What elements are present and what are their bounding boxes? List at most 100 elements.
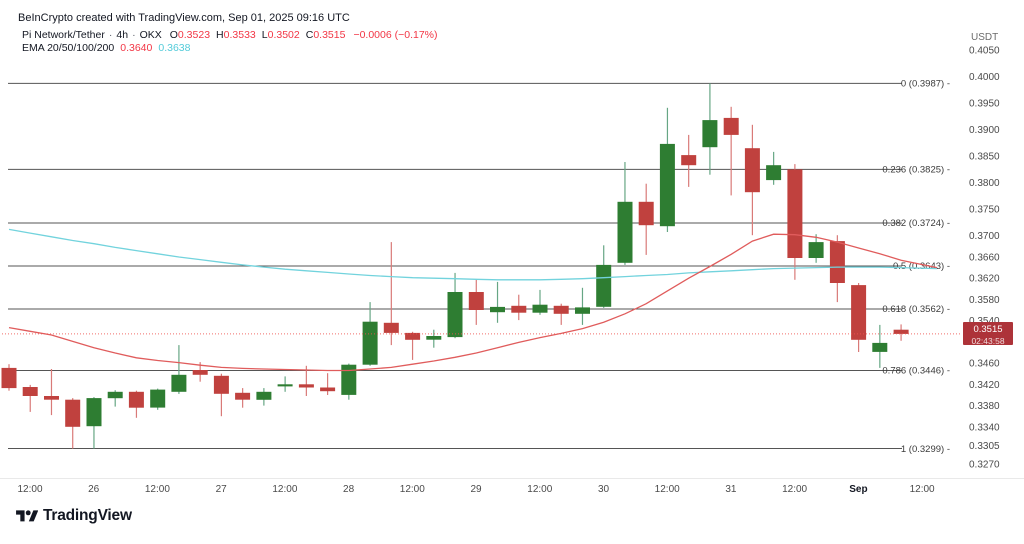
price-tick-label: 0.4050 xyxy=(969,46,1000,57)
price-tick-label: 0.3340 xyxy=(969,422,1000,433)
fib-label: 0.5 (0.3643) - xyxy=(893,261,950,272)
symbol-legend[interactable]: Pi Network/Tether · 4h · OKX O0.3523 H0.… xyxy=(22,29,438,41)
time-tick-label: 26 xyxy=(88,484,100,495)
watermark-text: BeInCrypto created with TradingView.com,… xyxy=(18,12,350,24)
candle-body xyxy=(277,384,293,387)
ema-line-red xyxy=(8,233,938,372)
price-tick-label: 0.3580 xyxy=(969,295,1000,306)
price-tick-label: 0.3750 xyxy=(969,205,1000,216)
candle-body xyxy=(723,117,739,135)
price-tick-label: 0.3700 xyxy=(969,231,1000,242)
time-tick-label: 29 xyxy=(470,484,482,495)
ema-indicator-legend[interactable]: EMA 20/50/100/200 0.3640 0.3638 xyxy=(22,42,191,54)
time-tick-label: 28 xyxy=(343,484,355,495)
price-axis[interactable]: 0.4050 0.4000 0.3950 0.3900 0.3850 0.3800 0.37… xyxy=(969,46,1000,471)
candle-body xyxy=(447,292,463,338)
candle-body xyxy=(405,332,421,340)
fib-retracement: 0 (0.3987) - 0.236 (0.3825) - 0.382 (0.372… xyxy=(8,79,950,455)
open-value: 0.3523 xyxy=(177,29,211,41)
fib-label: 0 (0.3987) - xyxy=(901,79,950,90)
candle-body xyxy=(575,307,590,314)
candle-body xyxy=(511,305,527,313)
close-value: 0.3515 xyxy=(313,29,346,41)
ohlc-readout: O0.3523 H0.3533 L0.3502 C0.3515 −0.0006 … xyxy=(170,29,438,41)
candle-body xyxy=(192,370,208,375)
candle-body xyxy=(171,374,187,392)
price-tick-label: 0.3305 xyxy=(969,441,1000,452)
candle-body xyxy=(298,384,314,388)
close-label: C xyxy=(305,29,314,41)
current-price-badge: 0.3515 02:43:58 xyxy=(963,322,1013,345)
candle-body xyxy=(44,396,59,400)
open-label: O xyxy=(169,29,178,41)
tradingview-attribution[interactable]: TradingView xyxy=(16,507,132,525)
candle-body xyxy=(86,398,102,427)
fib-label: 0.786 (0.3446) - xyxy=(882,366,950,377)
time-tick-label: 12:00 xyxy=(400,484,425,495)
candle-body xyxy=(213,375,229,394)
fib-label: 0.236 (0.3825) - xyxy=(882,165,950,176)
candle-body xyxy=(638,201,654,226)
symbol-name: Pi Network/Tether xyxy=(22,29,105,41)
price-tick-label: 0.3540 xyxy=(969,316,1000,327)
candle-body xyxy=(490,306,505,313)
ema-lines xyxy=(8,228,938,372)
exchange-label: OKX xyxy=(139,29,162,41)
candle-body xyxy=(1,367,17,389)
ema-value-cyan: 0.3638 xyxy=(158,42,191,54)
candle-body xyxy=(107,391,123,399)
time-tick-label: 12:00 xyxy=(527,484,552,495)
price-tick-label: 0.3900 xyxy=(969,125,1000,136)
ema-value-red: 0.3640 xyxy=(120,42,153,54)
fib-label: 0.382 (0.3724) - xyxy=(882,218,950,229)
fib-label: 0.618 (0.3562) - xyxy=(882,304,950,315)
time-tick-label: 12:00 xyxy=(272,484,297,495)
candle-body xyxy=(808,242,824,258)
time-tick-label: 27 xyxy=(216,484,228,495)
candle-countdown: 02:43:58 xyxy=(971,335,1005,346)
legend-separator: · xyxy=(108,29,113,41)
candle-body xyxy=(617,201,633,263)
candle-body xyxy=(426,336,442,340)
candle-body xyxy=(468,292,484,310)
candle-body xyxy=(256,391,272,400)
price-tick-label: 0.3420 xyxy=(969,380,1000,391)
time-tick-label: 30 xyxy=(598,484,610,495)
time-axis[interactable]: 12:00 26 12:00 27 12:00 28 12:00 29 12:00 30 12:00… xyxy=(0,478,1024,496)
price-tick-label: 0.3950 xyxy=(969,99,1000,110)
time-tick-label: 12:00 xyxy=(655,484,680,495)
candle-body xyxy=(681,155,697,166)
interval-label: 4h xyxy=(116,29,129,41)
time-tick-label: 12:00 xyxy=(782,484,807,495)
time-tick-label: Sep xyxy=(849,484,867,495)
candle-body xyxy=(659,143,675,227)
price-tick-label: 0.3270 xyxy=(969,459,1000,470)
candle-body xyxy=(532,304,548,313)
candle-body xyxy=(787,169,803,258)
candle-body xyxy=(22,387,38,396)
candle-body xyxy=(383,322,399,333)
candle-body xyxy=(320,387,336,392)
price-tick-label: 0.3800 xyxy=(969,178,1000,189)
time-tick-label: 12:00 xyxy=(910,484,935,495)
price-tick-label: 0.3850 xyxy=(969,152,1000,163)
low-label: L xyxy=(261,29,268,41)
price-tick-label: 0.3380 xyxy=(969,401,1000,412)
fib-label: 1 (0.3299) - xyxy=(901,444,950,455)
candle-body xyxy=(744,148,760,193)
price-tick-label: 0.4000 xyxy=(969,72,1000,83)
tradingview-logo-icon xyxy=(16,509,38,521)
candle-body xyxy=(341,364,357,395)
ema-label: EMA 20/50/100/200 xyxy=(22,42,115,54)
candle-body xyxy=(362,321,378,365)
candle-body xyxy=(65,399,81,427)
candle-body xyxy=(872,342,888,352)
axis-currency-label: USDT xyxy=(971,32,999,43)
ema-line-cyan xyxy=(8,228,938,281)
tradingview-wordmark: TradingView xyxy=(43,507,132,524)
time-tick-label: 12:00 xyxy=(17,484,42,495)
change-value: −0.0006 (−0.17%) xyxy=(353,29,438,41)
price-tick-label: 0.3660 xyxy=(969,253,1000,264)
